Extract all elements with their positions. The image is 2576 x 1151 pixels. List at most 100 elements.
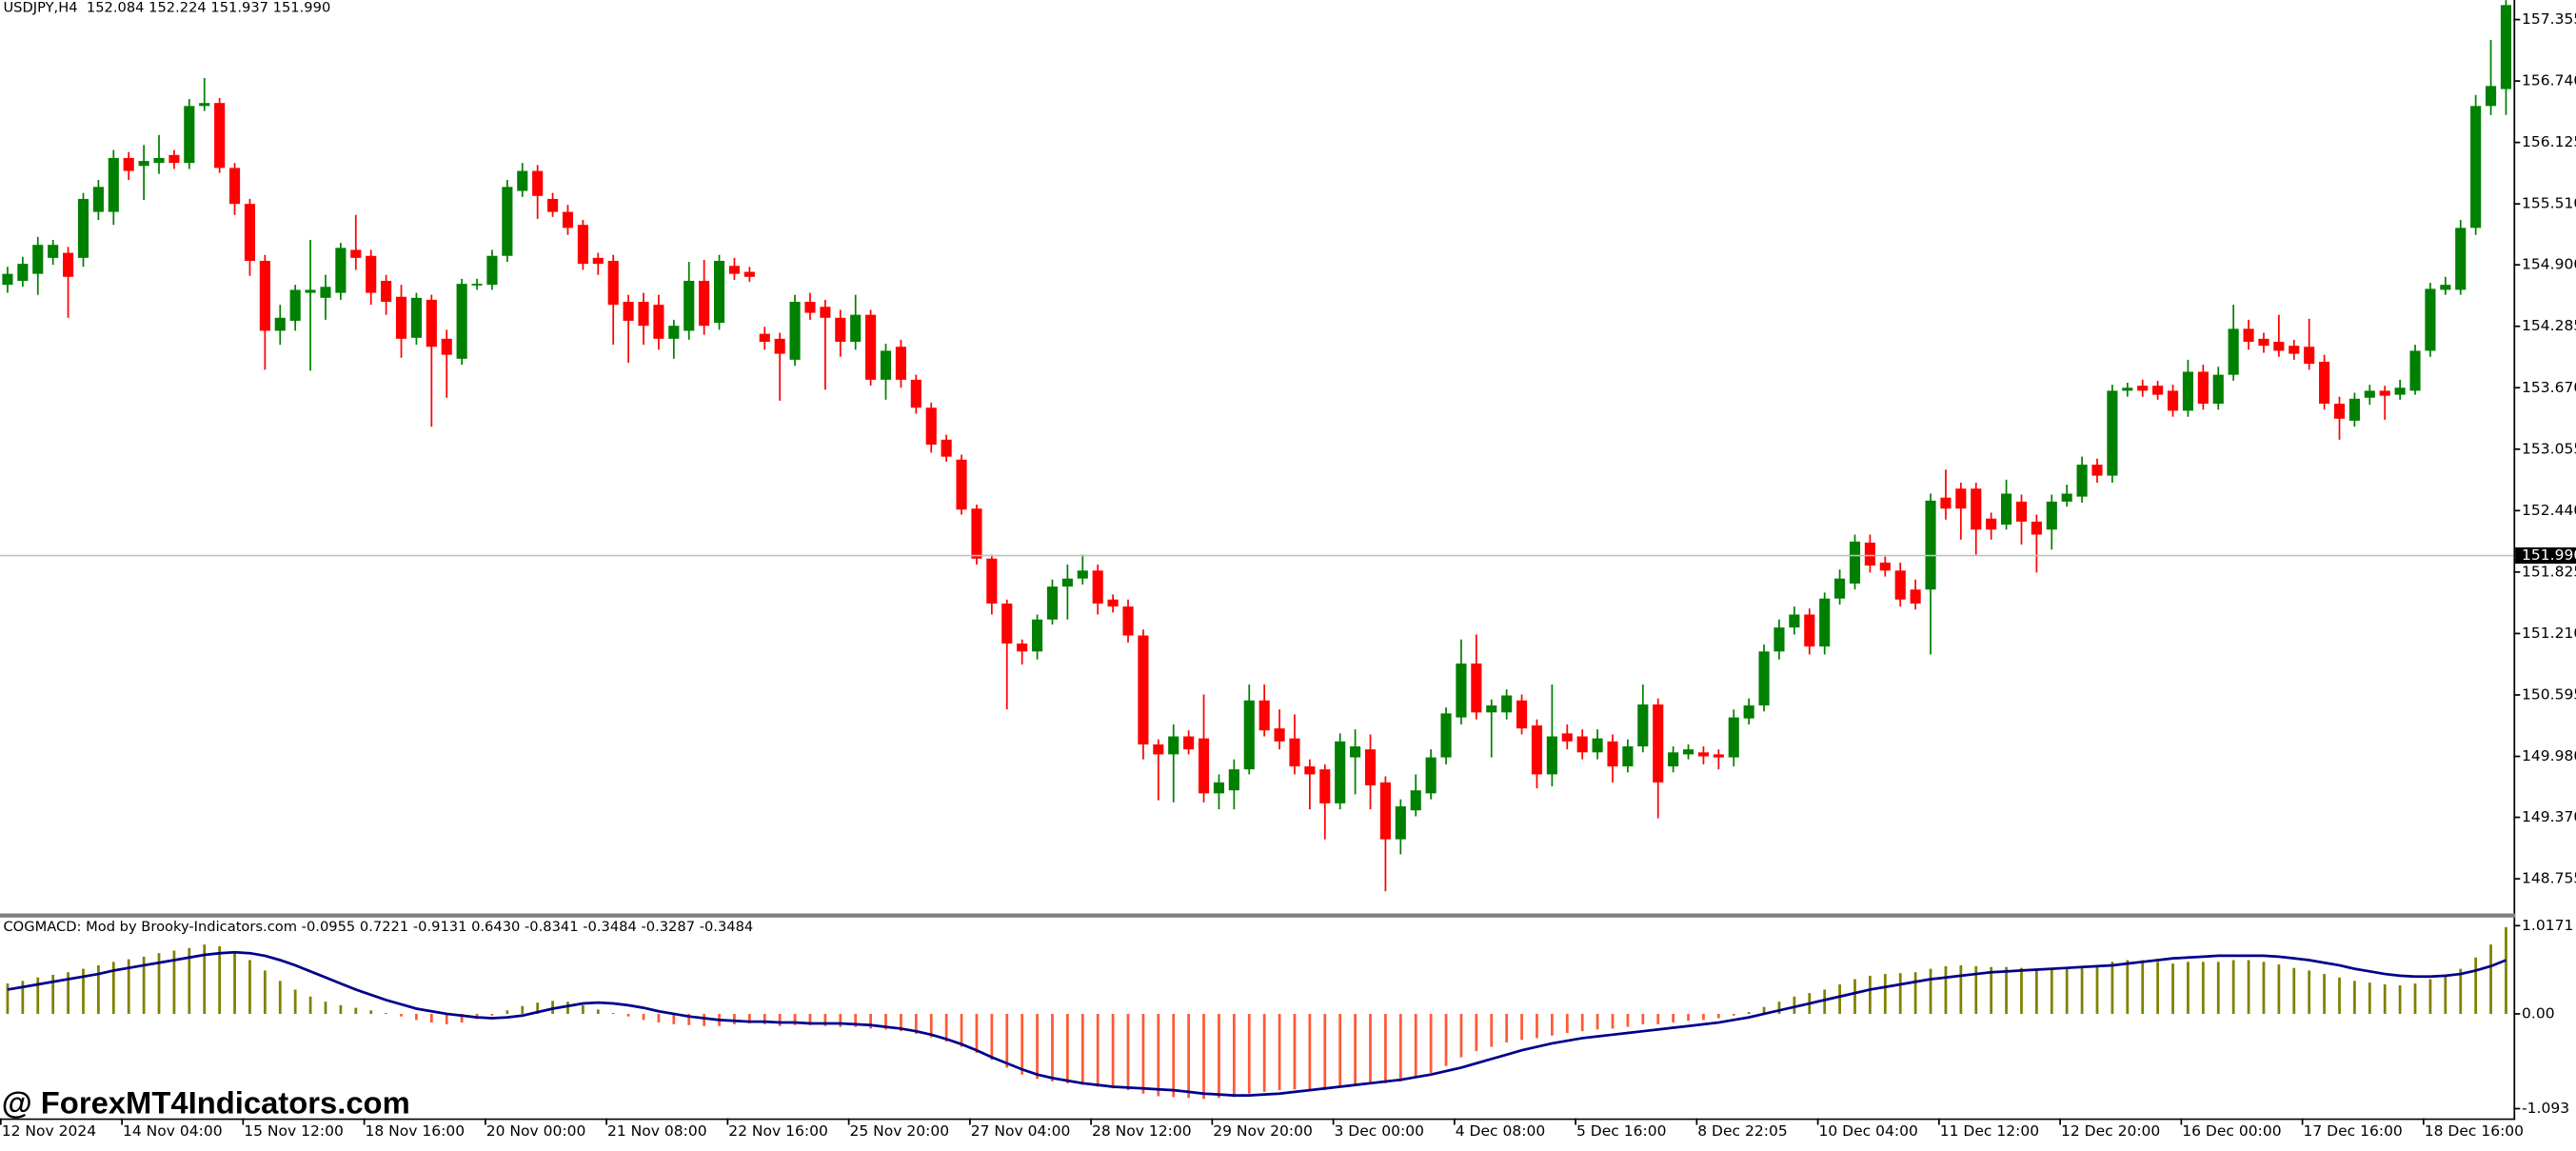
candle-body xyxy=(486,255,498,286)
candle-body xyxy=(1425,757,1437,794)
candle-body xyxy=(547,198,559,212)
x-tick-label: 18 Dec 16:00 xyxy=(2425,1122,2524,1140)
x-tick-label: 4 Dec 08:00 xyxy=(1456,1122,1545,1140)
candle-body xyxy=(1894,570,1906,600)
candle-body xyxy=(153,157,165,164)
watermark: @ ForexMT4Indicators.com xyxy=(2,1085,410,1121)
candle-body xyxy=(228,168,241,205)
candle-body xyxy=(713,260,725,324)
candle-body xyxy=(1910,589,1921,604)
candle-body xyxy=(759,333,770,342)
y-tick-label: 154.285 xyxy=(2522,317,2576,334)
candle-body xyxy=(1682,749,1694,755)
candle-body xyxy=(395,296,407,339)
x-tick-label: 12 Nov 2024 xyxy=(2,1122,96,1140)
x-tick-label: 12 Dec 20:00 xyxy=(2061,1122,2160,1140)
candle-body xyxy=(2152,386,2164,395)
candle-body xyxy=(48,245,59,258)
candle-body xyxy=(2076,465,2088,497)
candle-body xyxy=(168,154,180,164)
candle-body xyxy=(1637,704,1649,747)
x-tick-label: 27 Nov 04:00 xyxy=(971,1122,1071,1140)
candle-body xyxy=(274,317,286,331)
candle-body xyxy=(1395,805,1406,840)
y-tick-label: -1.093 xyxy=(2522,1100,2569,1117)
candle-body xyxy=(2258,338,2269,347)
candle-body xyxy=(880,350,892,380)
candle-body xyxy=(1576,736,1588,753)
y-tick-label: 151.210 xyxy=(2522,625,2576,642)
candle-body xyxy=(1001,603,1013,644)
candle-body xyxy=(1046,586,1059,620)
candle-body xyxy=(305,289,316,293)
candle-body xyxy=(623,302,634,321)
candle-body xyxy=(1697,752,1710,757)
candle-body xyxy=(789,302,801,360)
candle-body xyxy=(1501,695,1513,713)
candle-body xyxy=(2243,328,2254,342)
x-tick-label: 18 Nov 16:00 xyxy=(365,1122,465,1140)
x-tick-label: 29 Nov 20:00 xyxy=(1213,1122,1313,1140)
y-tick-label: 156.125 xyxy=(2522,133,2576,150)
candle-body xyxy=(1228,769,1239,791)
candle-body xyxy=(1092,570,1103,604)
candle-body xyxy=(2228,328,2239,375)
candle-body xyxy=(1486,704,1497,713)
x-tick-label: 20 Nov 00:00 xyxy=(486,1122,586,1140)
candle-body xyxy=(2091,465,2103,476)
candle-body xyxy=(1653,704,1664,783)
candle-body xyxy=(668,326,680,339)
candle-body xyxy=(1107,599,1119,607)
candle-body xyxy=(2333,404,2346,419)
candle-body xyxy=(1849,541,1861,584)
candle-body xyxy=(2182,371,2194,411)
last-price-tag xyxy=(2515,546,2576,565)
candle-body xyxy=(1319,769,1331,804)
candle-body xyxy=(410,297,422,338)
candle-body xyxy=(638,302,649,327)
candle-body xyxy=(774,338,785,354)
candle-body xyxy=(381,280,392,303)
candle-body xyxy=(1122,606,1134,636)
candle-body xyxy=(2,273,13,286)
candle-body xyxy=(123,157,134,171)
candle-body xyxy=(17,264,29,281)
candle-body xyxy=(2107,390,2118,476)
candle-body xyxy=(289,289,301,321)
candle-body xyxy=(92,187,104,212)
candle-body xyxy=(1258,700,1270,731)
candle-body xyxy=(895,347,906,380)
candle-body xyxy=(214,103,226,169)
candle-body xyxy=(441,338,452,355)
candle-body xyxy=(244,204,256,261)
candle-body xyxy=(1198,738,1210,794)
x-tick-label: 25 Nov 20:00 xyxy=(849,1122,949,1140)
candle-body xyxy=(1274,728,1285,742)
candle-body xyxy=(2273,341,2285,351)
candle-body xyxy=(577,225,588,265)
candle-body xyxy=(1032,619,1043,652)
candle-body xyxy=(108,157,119,212)
y-tick-label: 154.900 xyxy=(2522,256,2576,273)
candle-body xyxy=(502,187,513,256)
candle-body xyxy=(1940,497,1952,509)
x-tick-label: 21 Nov 08:00 xyxy=(607,1122,707,1140)
symbol-header: USDJPY,H4 152.084 152.224 151.937 151.99… xyxy=(3,0,330,16)
x-tick-label: 3 Dec 00:00 xyxy=(1334,1122,1423,1140)
candle-body xyxy=(835,317,846,342)
candle-body xyxy=(1773,627,1785,652)
candle-body xyxy=(138,161,149,167)
candle-body xyxy=(956,459,967,510)
candle-body xyxy=(1183,736,1195,750)
panel-separator xyxy=(0,913,2516,918)
candle-body xyxy=(2137,386,2149,391)
candle-body xyxy=(456,284,467,359)
candle-body xyxy=(1335,741,1346,804)
candle-body xyxy=(1986,518,1997,530)
candle-body xyxy=(1971,488,1982,530)
x-tick-label: 17 Dec 16:00 xyxy=(2303,1122,2402,1140)
candle-body xyxy=(1289,738,1300,766)
candle-body xyxy=(1819,598,1831,647)
candle-body xyxy=(259,260,270,331)
